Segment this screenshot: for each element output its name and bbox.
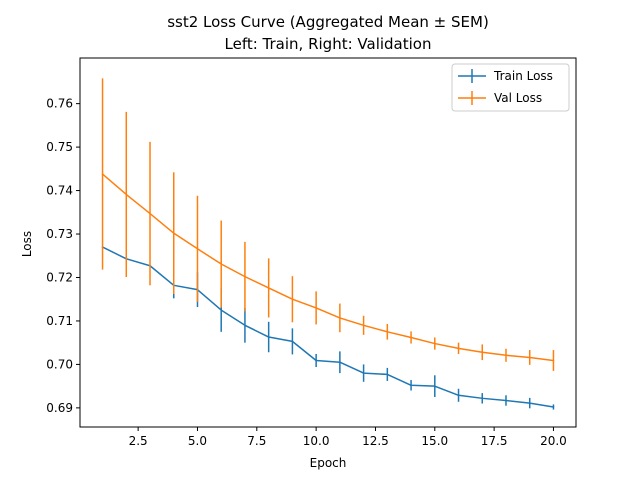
x-tick-label: 2.5 xyxy=(129,434,148,448)
legend-item-train: Train Loss xyxy=(458,69,553,83)
series-line xyxy=(101,246,555,408)
legend-label-train: Train Loss xyxy=(493,69,553,83)
y-tick-label: 0.71 xyxy=(46,314,73,328)
x-tick-label: 10.0 xyxy=(303,434,330,448)
y-tick-label: 0.69 xyxy=(46,401,73,415)
y-tick-label: 0.74 xyxy=(46,184,73,198)
chart-title: sst2 Loss Curve (Aggregated Mean ± SEM) xyxy=(167,13,489,31)
chart-subtitle: Left: Train, Right: Validation xyxy=(225,35,432,53)
x-tick-label: 20.0 xyxy=(540,434,567,448)
y-tick-label: 0.70 xyxy=(46,357,73,371)
x-tick-label: 5.0 xyxy=(188,434,207,448)
plot-area: 2.5 5.0 7.5 10.0 12.5 15.0 17.5 20.0 0.69 0.70 0.7… xyxy=(46,57,577,448)
x-tick-label: 7.5 xyxy=(247,434,266,448)
x-tick-label: 12.5 xyxy=(362,434,389,448)
y-tick-label: 0.75 xyxy=(46,140,73,154)
x-tick-label: 15.0 xyxy=(421,434,448,448)
y-tick-label: 0.73 xyxy=(46,227,73,241)
x-axis-label: Epoch xyxy=(310,456,347,470)
y-axis-label: Loss xyxy=(20,231,34,257)
x-tick-label: 17.5 xyxy=(481,434,508,448)
legend-label-val: Val Loss xyxy=(494,91,542,105)
series-1 xyxy=(101,78,555,371)
legend-item-val: Val Loss xyxy=(458,91,542,105)
series-line xyxy=(101,172,555,362)
y-tick-label: 0.72 xyxy=(46,270,73,284)
y-tick-label: 0.76 xyxy=(46,97,73,111)
axes-frame xyxy=(79,57,577,428)
legend: Train Loss Val Loss xyxy=(451,63,570,112)
